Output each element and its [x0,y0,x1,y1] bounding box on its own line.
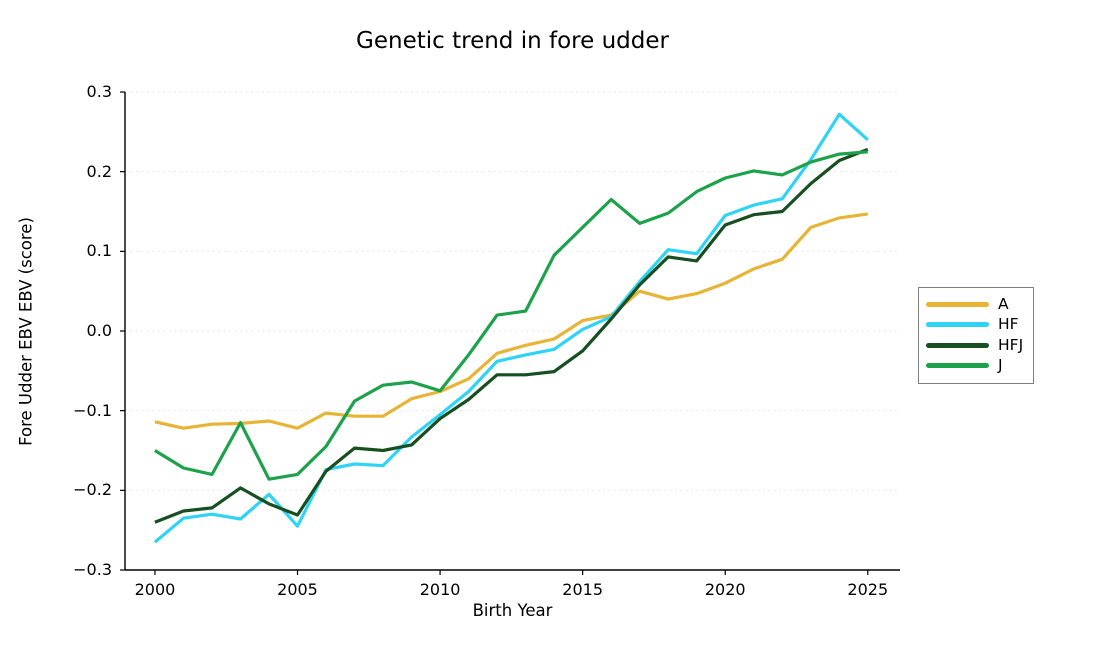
series-line-HFJ [154,147,869,524]
legend-item-HFJ: HFJ [926,335,1033,356]
legend-swatch-A [926,301,989,307]
series-line-J [154,150,868,481]
series-line-A [154,212,869,430]
x-tick-label: 2015 [562,580,603,599]
legend-item-J: J [926,356,1033,377]
legend: A HF HFJ J [918,287,1034,384]
y-tick-label: 0.3 [86,82,112,101]
x-tick-label: 2025 [847,580,889,599]
y-tick-label: 0.2 [86,161,112,181]
y-tick-label: −0.2 [73,480,112,500]
chart-title: Genetic trend in fore udder [356,28,669,54]
legend-swatch-J [926,363,989,369]
legend-item-A: A [926,294,1033,315]
legend-label-J: J [998,356,1003,374]
y-tick-label: −0.3 [73,560,112,579]
x-axis-label: Birth Year [472,601,553,620]
y-tick-label: 0.0 [86,321,112,340]
x-tick-label: 2020 [704,580,746,599]
legend-swatch-HFJ [926,342,989,348]
legend-label-HF: HF [998,315,1019,333]
x-tick-label: 2010 [419,580,461,599]
y-tick-label: −0.1 [73,400,112,420]
y-tick-label: 0.1 [86,241,112,261]
x-tick-label: 2000 [134,580,176,599]
legend-label-A: A [998,294,1009,313]
y-axis-label: Fore Udder EBV EBV (score) [16,217,36,446]
legend-item-HF: HF [926,315,1033,336]
legend-swatch-HF [926,322,989,328]
x-tick-label: 2005 [277,580,318,599]
series-line-HF [153,112,869,544]
legend-label-HFJ: HFJ [998,335,1024,354]
